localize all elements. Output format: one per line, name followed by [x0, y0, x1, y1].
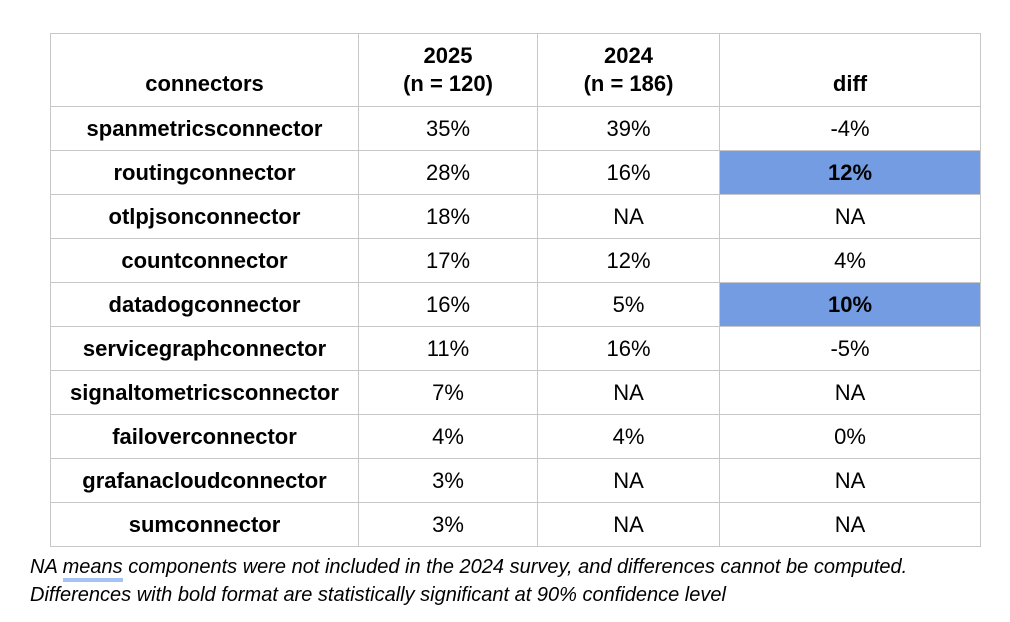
diff-cell: NA [719, 370, 981, 415]
connectors-survey-table: connectors 2025 (n = 120) 2024 (n = 186)… [50, 33, 981, 547]
value-2025-cell: 3% [358, 458, 538, 503]
diff-cell: -5% [719, 326, 981, 371]
table-row: countconnector 17% 12% 4% [50, 238, 981, 283]
value-2024-cell: 5% [537, 282, 720, 327]
col-header-2024-year: 2024 [604, 43, 653, 68]
value-2024-cell: 12% [537, 238, 720, 283]
diff-cell: 12% [719, 150, 981, 195]
footnote-line-1: NA means components were not included in… [30, 554, 995, 582]
table-row: grafanacloudconnector 3% NA NA [50, 458, 981, 503]
footnote-na-prefix: NA [30, 556, 63, 578]
connector-name-cell: failoverconnector [50, 414, 359, 459]
value-2024-cell: NA [537, 502, 720, 547]
col-header-2024: 2024 (n = 186) [537, 33, 720, 107]
diff-cell: NA [719, 458, 981, 503]
table-row: otlpjsonconnector 18% NA NA [50, 194, 981, 239]
diff-cell: -4% [719, 106, 981, 151]
col-header-2024-n: (n = 186) [583, 70, 674, 96]
table-row: datadogconnector 16% 5% 10% [50, 282, 981, 327]
connector-name-cell: servicegraphconnector [50, 326, 359, 371]
table-body: spanmetricsconnector 35% 39% -4% routingconn… [50, 106, 981, 547]
value-2025-cell: 17% [358, 238, 538, 283]
connector-name-cell: sumconnector [50, 502, 359, 547]
value-2025-cell: 3% [358, 502, 538, 547]
table-header: connectors 2025 (n = 120) 2024 (n = 186)… [50, 33, 981, 107]
connector-name-cell: datadogconnector [50, 282, 359, 327]
diff-cell: 10% [719, 282, 981, 327]
table-row: servicegraphconnector 11% 16% -5% [50, 326, 981, 371]
diff-cell: 0% [719, 414, 981, 459]
value-2024-cell: 16% [537, 150, 720, 195]
diff-cell: NA [719, 502, 981, 547]
col-header-diff-label: diff [832, 70, 868, 96]
col-header-connectors-label: connectors [145, 70, 264, 96]
value-2024-cell: NA [537, 458, 720, 503]
value-2024-cell: 4% [537, 414, 720, 459]
diff-cell: NA [719, 194, 981, 239]
value-2025-cell: 28% [358, 150, 538, 195]
table-row: spanmetricsconnector 35% 39% -4% [50, 106, 981, 151]
col-header-2025: 2025 (n = 120) [358, 33, 538, 107]
connector-name-cell: spanmetricsconnector [50, 106, 359, 151]
col-header-connectors: connectors [50, 33, 359, 107]
connector-name-cell: grafanacloudconnector [50, 458, 359, 503]
table-row: sumconnector 3% NA NA [50, 502, 981, 547]
connector-name-cell: countconnector [50, 238, 359, 283]
value-2024-cell: NA [537, 194, 720, 239]
connector-name-cell: otlpjsonconnector [50, 194, 359, 239]
footnote: NA means components were not included in… [30, 554, 995, 609]
value-2025-cell: 16% [358, 282, 538, 327]
table-row: routingconnector 28% 16% 12% [50, 150, 981, 195]
footnote-line-1-rest: components were not included in the 2024… [122, 556, 908, 578]
value-2024-cell: NA [537, 370, 720, 415]
value-2024-cell: 39% [537, 106, 720, 151]
table-row: signaltometricsconnector 7% NA NA [50, 370, 981, 415]
value-2025-cell: 18% [358, 194, 538, 239]
value-2024-cell: 16% [537, 326, 720, 371]
value-2025-cell: 35% [358, 106, 538, 151]
connector-name-cell: routingconnector [50, 150, 359, 195]
col-header-diff: diff [719, 33, 981, 107]
col-header-2025-year: 2025 [423, 43, 473, 68]
col-header-2025-n: (n = 120) [403, 70, 493, 96]
header-row: connectors 2025 (n = 120) 2024 (n = 186)… [50, 33, 981, 107]
value-2025-cell: 11% [358, 326, 538, 371]
diff-cell: 4% [719, 238, 981, 283]
connector-name-cell: signaltometricsconnector [50, 370, 359, 415]
value-2025-cell: 4% [358, 414, 538, 459]
footnote-underlined-word: means [62, 556, 123, 582]
footnote-line-2: Differences with bold format are statist… [30, 583, 726, 606]
table-row: failoverconnector 4% 4% 0% [50, 414, 981, 459]
value-2025-cell: 7% [358, 370, 538, 415]
